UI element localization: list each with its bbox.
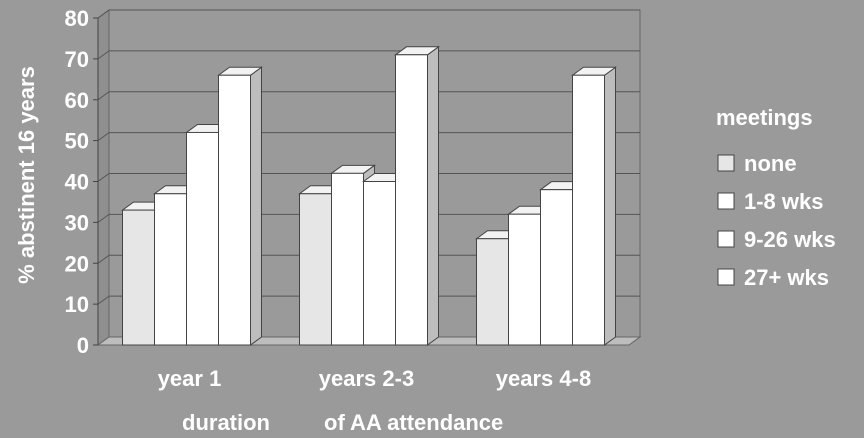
bar-front xyxy=(572,74,605,346)
bar-front xyxy=(186,131,219,346)
category-label: year 1 xyxy=(158,366,222,391)
bar-front xyxy=(395,54,428,346)
gridline-depth xyxy=(97,9,110,19)
legend-swatch xyxy=(717,192,735,210)
category-label: years 2-3 xyxy=(319,366,414,391)
bar-front xyxy=(154,193,187,346)
gridline-depth xyxy=(97,91,110,101)
y-tick-label: 10 xyxy=(65,292,89,317)
bar-front xyxy=(218,74,251,346)
legend: none 1-8 wks 9-26 wks 27+ wks xyxy=(717,151,836,290)
y-tick-label: 60 xyxy=(65,88,89,113)
legend-label: 9-26 wks xyxy=(744,227,836,252)
bar-side xyxy=(427,45,439,346)
gridline-depth xyxy=(97,132,110,142)
legend-label: 1-8 wks xyxy=(744,189,824,214)
y-axis-ticks: 0 10 20 30 40 50 60 70 80 xyxy=(65,6,99,358)
category-label: years 4-8 xyxy=(496,366,591,391)
bar-front xyxy=(331,172,364,346)
bar-side xyxy=(250,66,262,346)
y-tick-label: 30 xyxy=(65,210,89,235)
legend-swatch xyxy=(717,154,735,172)
bar xyxy=(570,66,618,346)
legend-label: 27+ wks xyxy=(744,265,829,290)
gridline-depth xyxy=(97,50,110,60)
legend-swatch xyxy=(717,268,735,286)
bar-front xyxy=(299,193,332,346)
bar-front xyxy=(122,209,155,346)
y-tick-label: 20 xyxy=(65,251,89,276)
legend-label: none xyxy=(744,151,797,176)
legend-title: meetings xyxy=(716,105,813,130)
x-axis-label-part-1: duration xyxy=(182,410,270,435)
bar-front xyxy=(476,238,509,346)
y-tick-label: 80 xyxy=(65,6,89,31)
bar-side xyxy=(604,66,616,346)
y-tick-label: 50 xyxy=(65,129,89,154)
y-tick-label: 0 xyxy=(77,333,89,358)
gridline-depth xyxy=(97,254,110,264)
gridline-depth xyxy=(97,295,110,305)
bar xyxy=(393,45,441,346)
bars xyxy=(120,45,618,346)
bar-front xyxy=(508,213,541,346)
x-axis-label-part-2: of AA attendance xyxy=(324,410,503,435)
y-tick-label: 40 xyxy=(65,170,89,195)
y-tick-label: 70 xyxy=(65,47,89,72)
legend-swatch xyxy=(717,230,735,248)
bar-front xyxy=(363,181,396,346)
y-axis-label: % abstinent 16 years xyxy=(14,66,39,284)
bar-front xyxy=(540,189,573,346)
x-axis-categories: year 1 years 2-3 years 4-8 xyxy=(158,366,592,391)
gridline-depth xyxy=(97,173,110,182)
gridline-depth xyxy=(97,213,110,223)
bar xyxy=(216,66,264,346)
